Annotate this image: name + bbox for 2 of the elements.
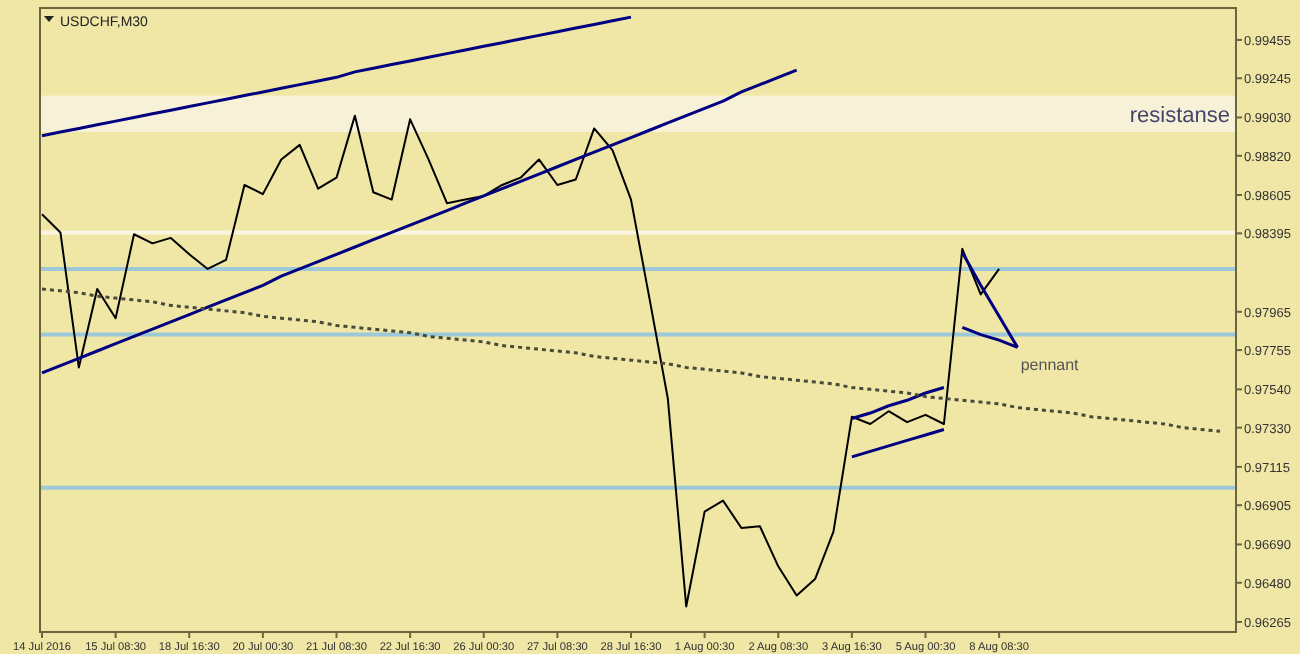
annotation: pennant (1020, 355, 1081, 374)
band-label: resistanse (1129, 103, 1230, 128)
